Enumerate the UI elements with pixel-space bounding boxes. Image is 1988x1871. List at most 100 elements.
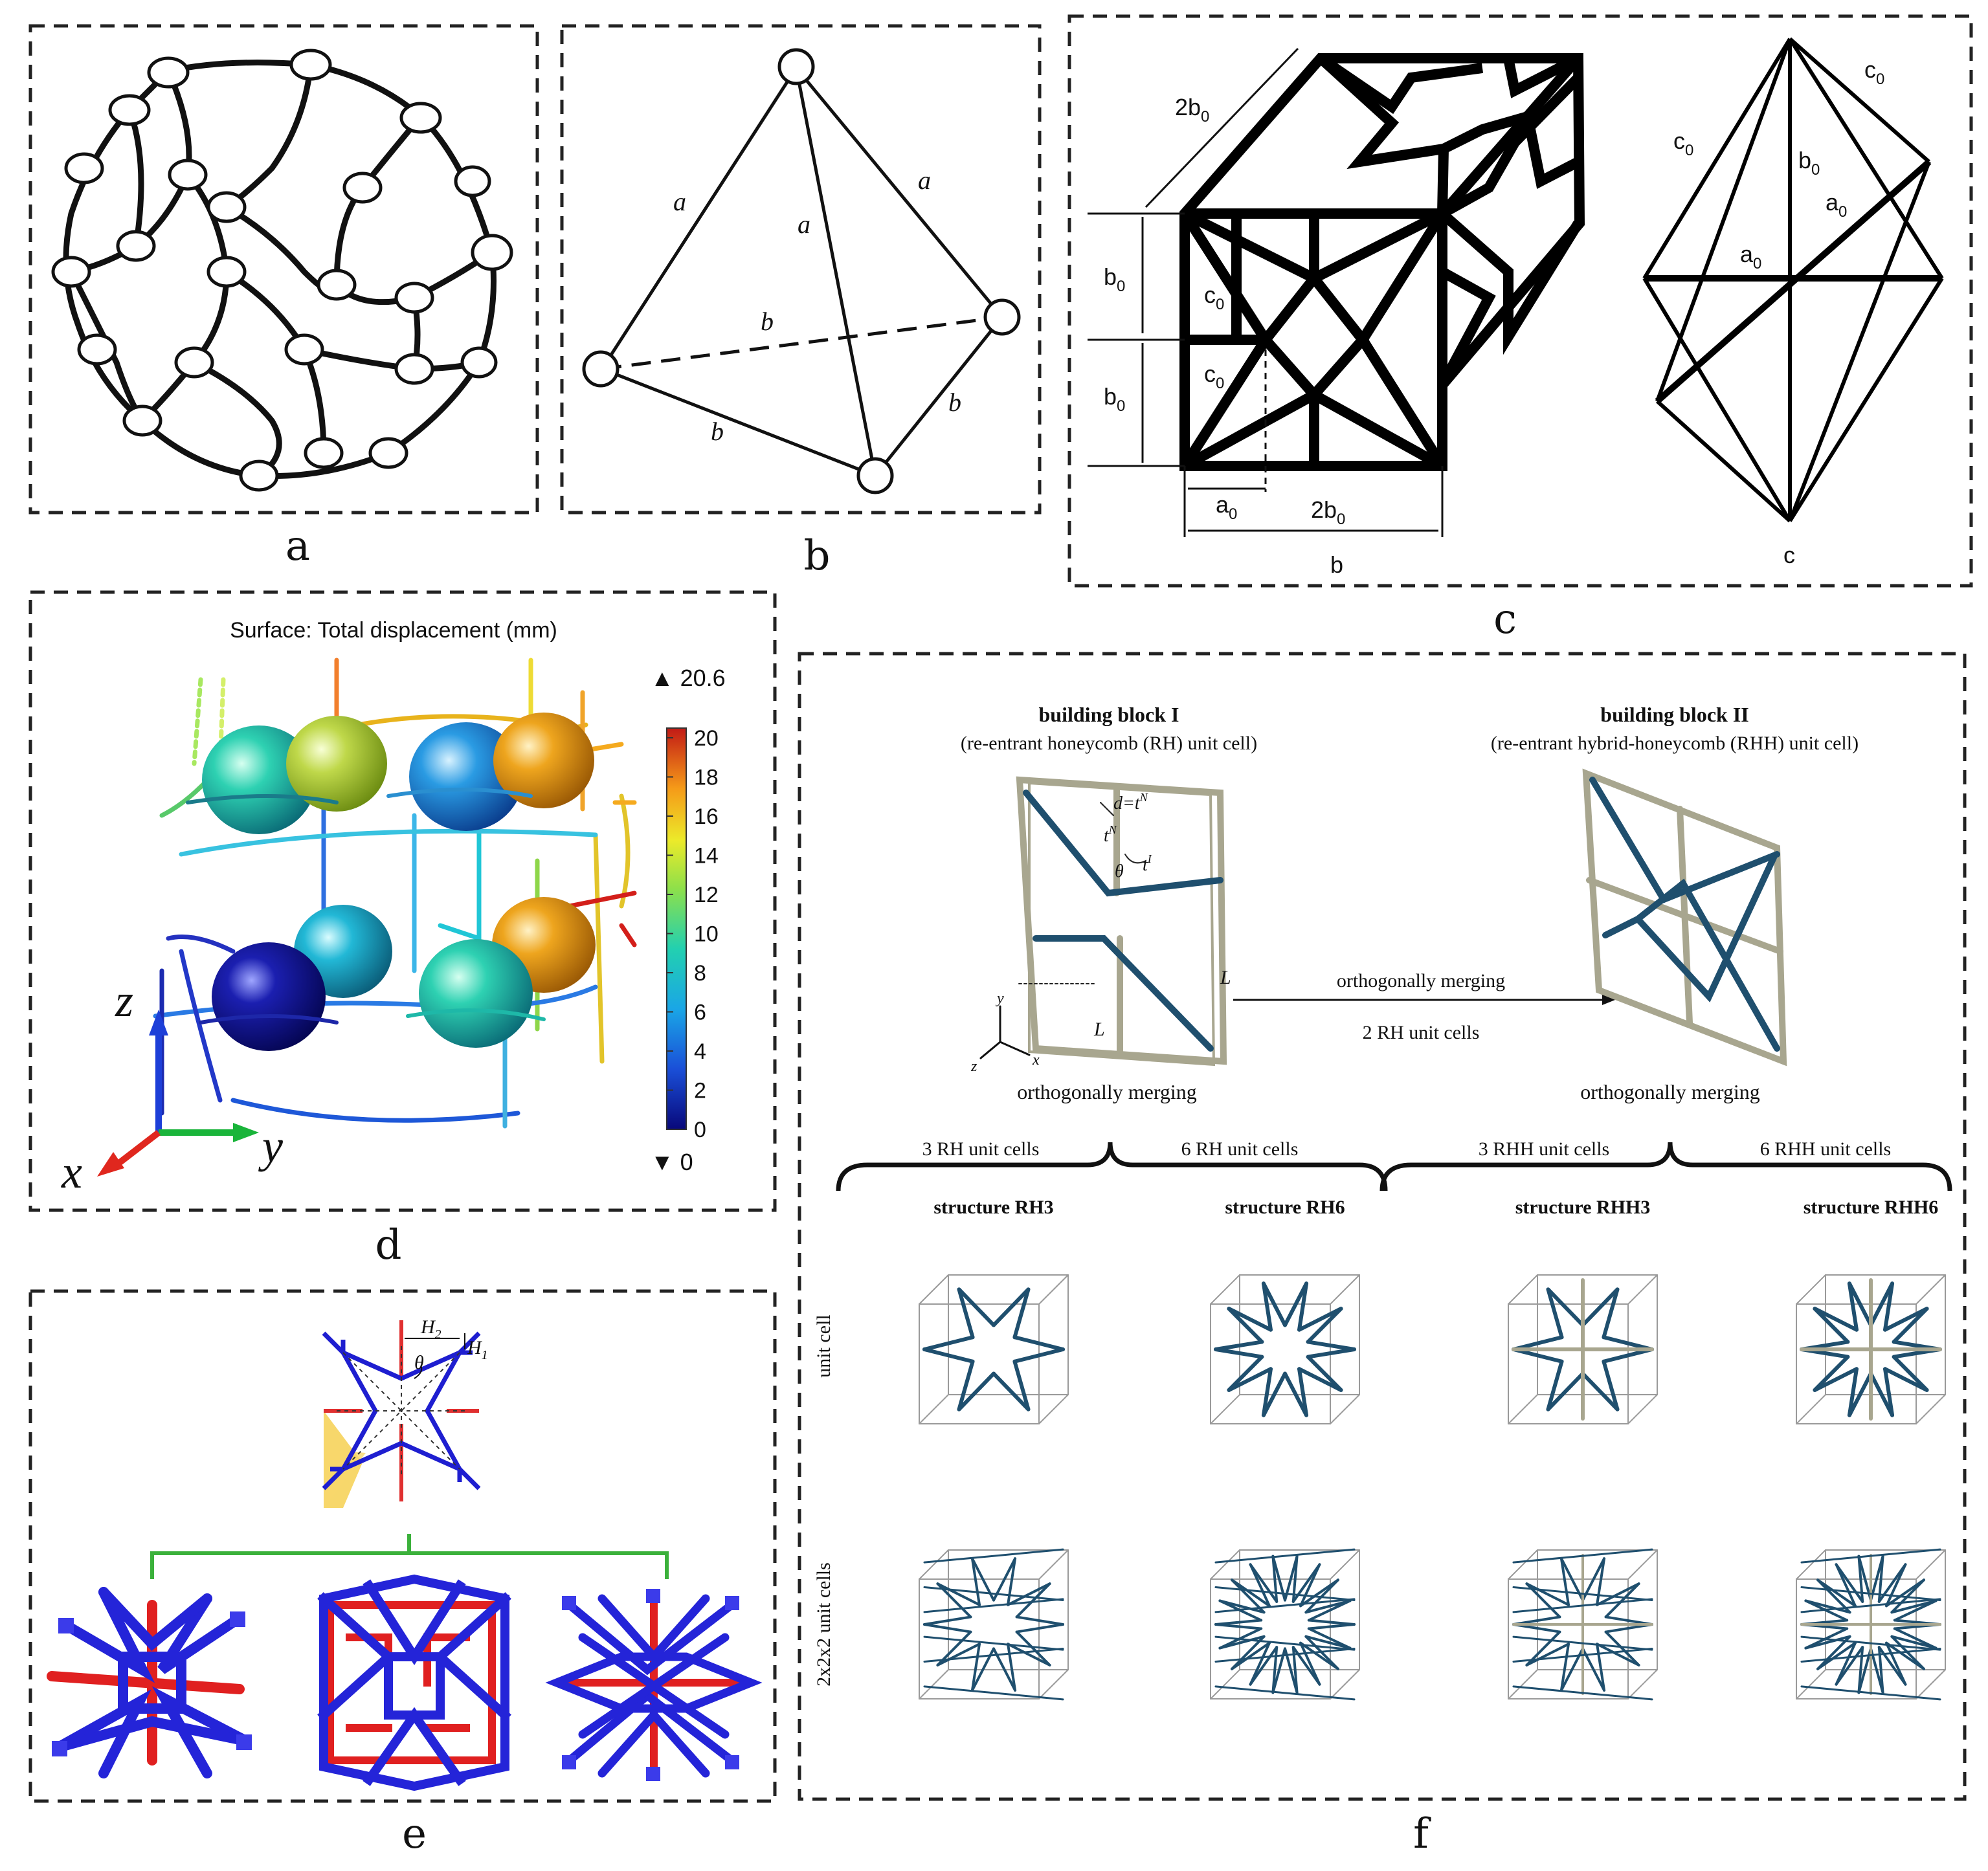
beam (1306, 1307, 1343, 1344)
panel-c-left-labels: 2b0 b0 b0 c0 c0 a0 2b0 b (1104, 94, 1345, 578)
beam (1512, 1548, 1653, 1564)
panel-e-caption: e (402, 1810, 427, 1858)
beam (1261, 1367, 1273, 1417)
braces (836, 1142, 1952, 1191)
star-structure-right (545, 1589, 763, 1781)
beam (1883, 1307, 1929, 1332)
beam (1546, 1371, 1585, 1412)
panel-f-caption: f (1413, 1810, 1431, 1858)
colorbar-tick-label: 6 (694, 1001, 706, 1025)
brace-label-1: 3 RH unit cells (922, 1138, 1040, 1160)
beam (1214, 1598, 1356, 1613)
beam (1883, 1281, 1895, 1332)
structure-titles: structure RH3 structure RH6 structure RH… (933, 1197, 1938, 1218)
cube-edge (1330, 1394, 1360, 1424)
cube-edge (1038, 1669, 1069, 1699)
label-H1: H1 (467, 1337, 488, 1362)
beam (1800, 1548, 1941, 1564)
beam (1800, 1685, 1941, 1701)
colorbar (666, 727, 687, 1130)
beam (923, 1598, 1064, 1613)
beam (1546, 1287, 1585, 1327)
arrow-bottom-label: 2 RH unit cells (1363, 1022, 1480, 1043)
beam (1214, 1619, 1263, 1626)
cube-edge (1627, 1394, 1658, 1424)
beam (1283, 1281, 1309, 1327)
label-tI: tI (1143, 852, 1152, 875)
panel-c-frame (1067, 14, 1973, 588)
beam (1231, 1635, 1266, 1670)
beam (1546, 1359, 1564, 1412)
beam (1883, 1367, 1929, 1392)
panel-d: Surface: Total displacement (mm) ▲ 20.6 … (28, 590, 777, 1269)
rhh-unit-cell (1582, 768, 1787, 1067)
structure-cube (1210, 1274, 1360, 1424)
tetrahedron-edges (600, 67, 1003, 478)
cube-edge (1330, 1669, 1360, 1699)
label-L-right: L (1220, 967, 1231, 988)
beam (1813, 1355, 1850, 1392)
panel-a-frame (28, 24, 539, 515)
beam (1559, 1643, 1570, 1692)
beam (957, 1359, 975, 1412)
label-d-t: d=tN (1113, 791, 1148, 814)
beam (1602, 1359, 1620, 1412)
beam (1218, 1635, 1266, 1650)
panel-b-caption: b (804, 532, 831, 580)
beam (1012, 1335, 1065, 1351)
beam (1890, 1635, 1938, 1650)
panel-c-right-labels: c0 c0 b0 a0 a0 c (1673, 56, 1884, 568)
beam (1307, 1599, 1352, 1622)
beam (1271, 1555, 1279, 1603)
cube-edge (1038, 1394, 1069, 1424)
structure-cube (1508, 1274, 1658, 1424)
beam (1231, 1578, 1266, 1614)
beam (1596, 1643, 1606, 1692)
beam (1299, 1578, 1339, 1608)
structure-title-3: structure RHH3 (1515, 1197, 1651, 1218)
star-unit-sketch: H2 H1 θ (322, 1316, 488, 1508)
block1-title: building block I (1039, 703, 1179, 726)
beam (1512, 1347, 1564, 1364)
f-axis-z: z (970, 1058, 977, 1075)
block2-sub: (re-entrant hybrid-honeycomb (RHH) unit … (1491, 733, 1859, 754)
beam (1249, 1641, 1271, 1686)
beam (1015, 1623, 1064, 1633)
beam (1847, 1367, 1859, 1417)
structure-cube (1508, 1548, 1658, 1701)
panel-b: a a a b b b b (560, 24, 1042, 580)
axis-y-label: y (258, 1120, 283, 1172)
beam (1883, 1367, 1895, 1417)
beam (1299, 1563, 1321, 1608)
star-structure-middle (317, 1574, 511, 1791)
label-b-bottom: b (1330, 551, 1343, 578)
beam (1297, 1367, 1343, 1392)
beam (1892, 1307, 1929, 1344)
block1-sub: (re-entrant honeycomb (RH) unit cell) (961, 733, 1257, 754)
colorbar-tick-label: 16 (694, 804, 719, 829)
beam (1813, 1307, 1850, 1344)
beam (957, 1371, 996, 1412)
structure-cube (1210, 1548, 1360, 1701)
colorbar-tick-label: 14 (694, 844, 719, 869)
panel-b-frame (560, 24, 1042, 515)
structure-cube (1796, 1548, 1946, 1701)
cube-edge (1038, 1274, 1069, 1305)
cube-edge (1330, 1549, 1360, 1580)
edge-label-b1: b (761, 307, 774, 336)
beam (1581, 1371, 1620, 1412)
beam (1835, 1563, 1857, 1608)
building-block-titles: building block I (re-entrant honeycomb (… (961, 703, 1859, 754)
beam (1231, 1578, 1271, 1608)
tetrahedron-nodes (582, 48, 1021, 494)
beam (923, 1635, 1064, 1651)
label-a0-bottom: a0 (1216, 491, 1237, 523)
dimension-lines (1088, 47, 1444, 537)
beam (1306, 1347, 1356, 1359)
axis-triad: z y x (61, 975, 283, 1198)
cube-edge (1627, 1274, 1658, 1305)
beam (1890, 1635, 1925, 1670)
beam (1847, 1281, 1873, 1327)
octahedron-drawing (1642, 37, 1944, 523)
beam (923, 1586, 1064, 1601)
